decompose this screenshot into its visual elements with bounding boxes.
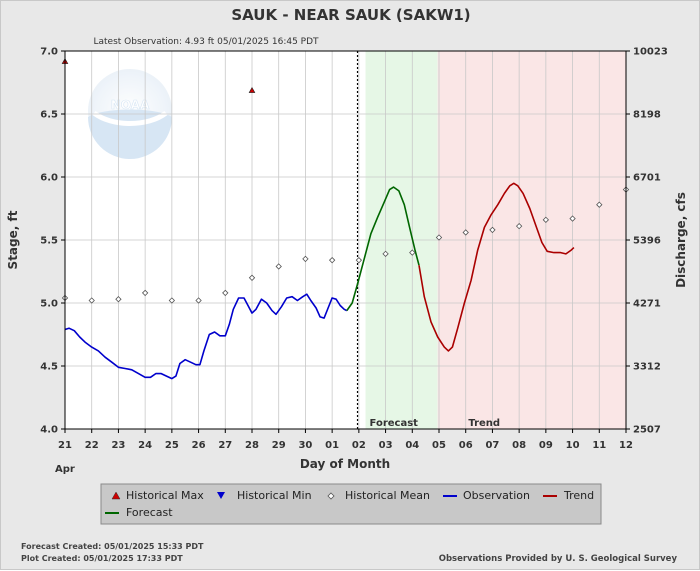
x-tick-label: 29 (272, 440, 286, 451)
historical-mean-point (195, 297, 202, 304)
historical-mean-point (489, 226, 496, 234)
legend-label-mean: Historical Mean (345, 489, 430, 502)
x-tick-label: 06 (459, 440, 473, 451)
x-axis-label: Day of Month (300, 457, 390, 471)
y-right-tick-label: 3312 (633, 362, 661, 373)
historical-mean-point (328, 256, 336, 264)
historical-mean-point (542, 216, 550, 224)
historical-mean-point (569, 215, 576, 222)
x-tick-label: 11 (592, 440, 606, 451)
x-tick-label: 12 (619, 440, 633, 451)
noaa-logo: NOAA (88, 69, 172, 159)
x-tick-label: 30 (298, 440, 312, 451)
y-tick-label: 5.5 (40, 236, 58, 247)
historical-mean-point (222, 289, 229, 297)
series-forecast (346, 186, 420, 312)
data-credit: Observations Provided by U. S. Geologica… (439, 554, 678, 564)
legend-label-observation: Observation (463, 489, 530, 502)
y-tick-label: 7.0 (40, 47, 58, 58)
x-tick-label: 02 (352, 440, 366, 451)
historical-mean-point (409, 249, 416, 256)
y-tick-label: 4.5 (40, 362, 58, 373)
series-trend (418, 182, 575, 352)
x-tick-label: 25 (165, 440, 179, 451)
x-tick-label: 07 (485, 440, 499, 451)
x-tick-label: 10 (566, 440, 580, 451)
y-right-tick-label: 6701 (633, 173, 661, 184)
x-tick-label: 28 (245, 440, 259, 451)
x-tick-label: 03 (379, 440, 393, 451)
logo-text: NOAA (111, 98, 150, 112)
y-right-tick-label: 10023 (633, 47, 668, 58)
region-label-forecast: Forecast (370, 418, 419, 429)
legend-label-forecast: Forecast (126, 506, 173, 519)
x-tick-label: 21 (58, 440, 72, 451)
x-tick-label: 05 (432, 440, 446, 451)
series-observation (65, 293, 348, 380)
legend-label-trend: Trend (563, 489, 594, 502)
x-tick-label: 08 (512, 440, 526, 451)
historical-mean-point (302, 255, 309, 263)
legend-label-max: Historical Max (126, 489, 204, 502)
region-label-trend: Trend (468, 418, 500, 429)
x-tick-label: 24 (138, 440, 152, 451)
legend-min-icon (217, 492, 225, 499)
y-tick-label: 6.5 (40, 110, 58, 121)
y-axis-right-label: Discharge, cfs (674, 192, 688, 288)
y-right-tick-label: 8198 (633, 110, 661, 121)
x-tick-label: 23 (111, 440, 125, 451)
x-tick-label: 04 (405, 440, 419, 451)
chart-subtitle: Latest Observation: 4.93 ft 05/01/2025 1… (93, 37, 319, 47)
y-tick-label: 5.0 (40, 299, 58, 310)
historical-mean-point (88, 297, 95, 304)
historical-mean-point (141, 289, 149, 297)
y-tick-label: 6.0 (40, 173, 58, 184)
y-right-tick-label: 5396 (633, 236, 661, 247)
x-tick-label: 09 (539, 440, 553, 451)
x-tick-label: 27 (218, 440, 232, 451)
y-axis-label: Stage, ft (6, 210, 20, 269)
x-axis-month: Apr (55, 464, 75, 475)
x-tick-label: 22 (85, 440, 99, 451)
legend: Historical Max Historical Min Historical… (100, 483, 602, 525)
x-tick-label: 01 (325, 440, 339, 451)
historical-max-point (248, 86, 256, 93)
historical-mean-point (462, 229, 469, 236)
historical-mean-point (275, 263, 282, 270)
y-tick-label: 4.0 (40, 425, 58, 436)
plot-created: Plot Created: 05/01/2025 17:33 PDT (21, 554, 183, 563)
historical-mean-point (168, 297, 176, 304)
historical-mean-point (248, 274, 256, 281)
plot-border (64, 50, 627, 430)
legend-label-min: Historical Min (237, 489, 312, 502)
historical-mean-point (596, 201, 603, 208)
y-right-tick-label: 2507 (633, 425, 661, 436)
y-right-tick-label: 4271 (633, 299, 661, 310)
legend-box (100, 483, 602, 525)
legend-mean-icon (327, 492, 335, 500)
historical-mean-point (435, 234, 443, 241)
historical-mean-point (382, 250, 389, 258)
legend-max-icon (111, 491, 121, 500)
x-tick-label: 26 (192, 440, 206, 451)
historical-mean-point (115, 296, 122, 303)
chart-title: SAUK - NEAR SAUK (SAKW1) (231, 6, 470, 24)
forecast-created: Forecast Created: 05/01/2025 15:33 PDT (21, 542, 204, 551)
historical-mean-point (355, 256, 363, 264)
historical-mean-point (515, 222, 523, 230)
